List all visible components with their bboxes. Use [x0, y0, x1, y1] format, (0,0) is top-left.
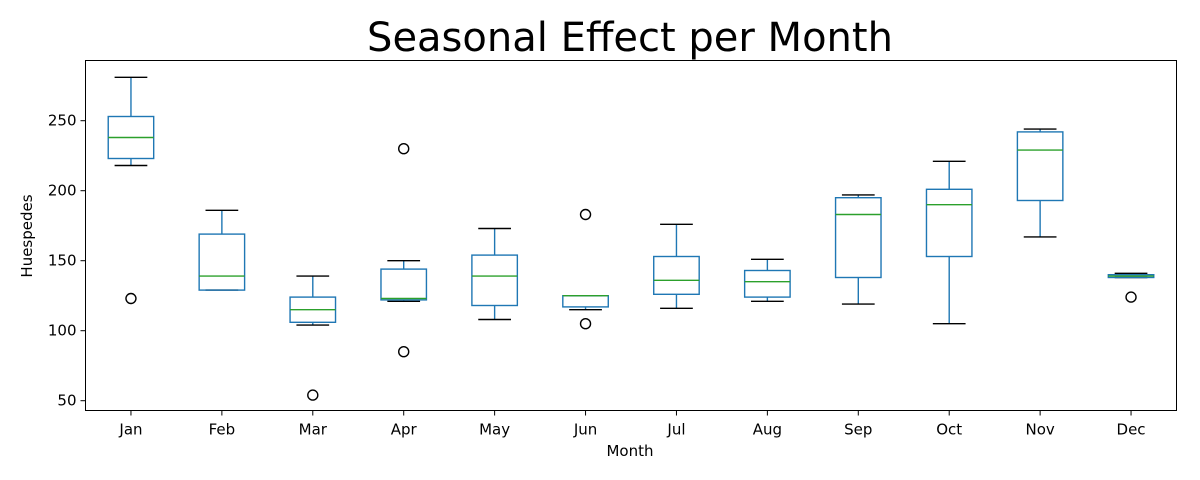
- x-tick-label: Nov: [1025, 421, 1054, 439]
- x-tick-label: Feb: [209, 421, 236, 439]
- x-tick-label: Oct: [936, 421, 962, 439]
- y-tick-label: 100: [48, 322, 77, 340]
- x-tick-label: Jul: [666, 421, 685, 439]
- x-tick-label: Sep: [844, 421, 872, 439]
- outlier-point: [307, 389, 319, 401]
- y-tick-label: 250: [48, 112, 77, 130]
- box-may: [471, 254, 519, 307]
- x-axis-label: Month: [606, 442, 653, 460]
- box-aug: [743, 269, 791, 298]
- x-tick-label: Jan: [118, 421, 142, 439]
- box-feb: [198, 233, 246, 291]
- box-jun: [562, 295, 609, 308]
- x-tick-label: Jun: [573, 421, 597, 439]
- box-sep: [834, 196, 882, 279]
- outlier-point: [579, 318, 592, 330]
- x-tick-label: Aug: [753, 421, 782, 439]
- y-tick-label: 200: [48, 182, 77, 200]
- y-tick-label: 50: [57, 392, 76, 410]
- outlier-point: [398, 346, 410, 358]
- box-oct: [925, 188, 973, 258]
- box-jul: [653, 255, 700, 295]
- y-tick-label: 150: [48, 252, 77, 270]
- plot-marks: 50 100 150 200 250 Jan Feb Mar Apr May Jun Jul Aug Se…: [48, 76, 1155, 439]
- x-tick-label: Dec: [1117, 421, 1146, 439]
- chart-title: Seasonal Effect per Month: [367, 15, 893, 61]
- x-tick-label: Mar: [299, 421, 328, 439]
- outlier-point: [125, 292, 137, 305]
- outlier-point: [398, 142, 410, 155]
- y-axis-label: Huespedes: [18, 194, 36, 277]
- x-tick-label: Apr: [391, 421, 418, 439]
- box-nov: [1016, 131, 1064, 202]
- outlier-point: [1125, 291, 1137, 303]
- outlier-point: [579, 208, 592, 221]
- plot-frame: [85, 60, 1177, 411]
- x-tick-label: May: [479, 421, 510, 439]
- box-apr: [380, 268, 428, 301]
